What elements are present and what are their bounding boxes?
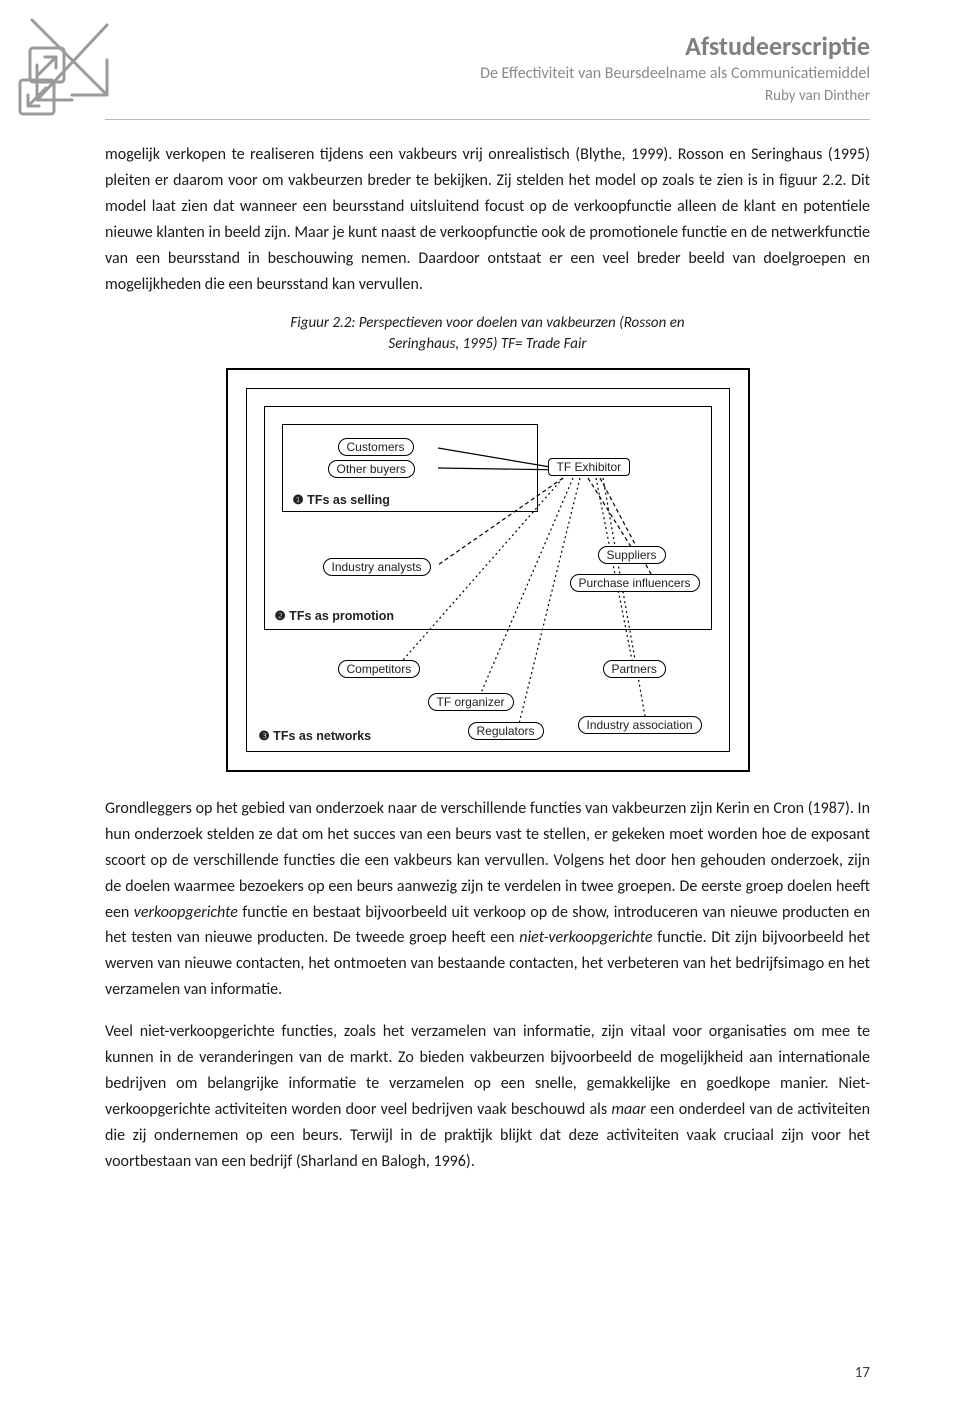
node-customers: Customers: [338, 438, 414, 456]
node-industry-analysts: Industry analysts: [323, 558, 431, 576]
label-tfs-promotion: ❷ TFs as promotion: [272, 608, 398, 623]
node-regulators: Regulators: [468, 722, 544, 740]
node-industry-association: Industry association: [578, 716, 702, 734]
node-tf-exhibitor: TF Exhibitor: [548, 458, 631, 476]
label-tfs-networks: ❸ TFs as networks: [256, 728, 375, 743]
p3-em1: maar: [611, 1100, 646, 1119]
header-subtitle: De Effectiviteit van Beursdeelname als C…: [105, 64, 870, 83]
node-tf-organizer: TF organizer: [428, 693, 514, 711]
figure-2-2: Customers Other buyers TF Exhibitor Indu…: [105, 368, 870, 772]
header-author: Ruby van Dinther: [105, 87, 870, 105]
paragraph-1: mogelijk verkopen te realiseren tijdens …: [105, 142, 870, 297]
header-title: Afstudeerscriptie: [105, 30, 870, 62]
header-rule: [105, 119, 870, 120]
node-other-buyers: Other buyers: [328, 460, 415, 478]
diagram-frame: Customers Other buyers TF Exhibitor Indu…: [226, 368, 750, 772]
page-header: Afstudeerscriptie De Effectiviteit van B…: [105, 30, 870, 105]
node-purchase-influencers: Purchase influencers: [570, 574, 700, 592]
caption-line-2: Seringhaus, 1995) TF= Trade Fair: [388, 335, 586, 353]
paragraph-2: Grondleggers op het gebied van onderzoek…: [105, 796, 870, 1003]
p2-em2: niet-verkoopgerichte: [519, 928, 652, 947]
label-tfs-selling: ❶ TFs as selling: [290, 492, 393, 507]
page-number: 17: [855, 1364, 870, 1382]
node-suppliers: Suppliers: [598, 546, 666, 564]
node-competitors: Competitors: [338, 660, 421, 678]
figure-caption: Figuur 2.2: Perspectieven voor doelen va…: [105, 313, 870, 354]
node-partners: Partners: [603, 660, 666, 678]
caption-line-1: Figuur 2.2: Perspectieven voor doelen va…: [290, 314, 684, 332]
paragraph-3: Veel niet-verkoopgerichte functies, zoal…: [105, 1019, 870, 1174]
p2-em1: verkoopgerichte: [134, 903, 238, 922]
page: Afstudeerscriptie De Effectiviteit van B…: [0, 0, 960, 1406]
